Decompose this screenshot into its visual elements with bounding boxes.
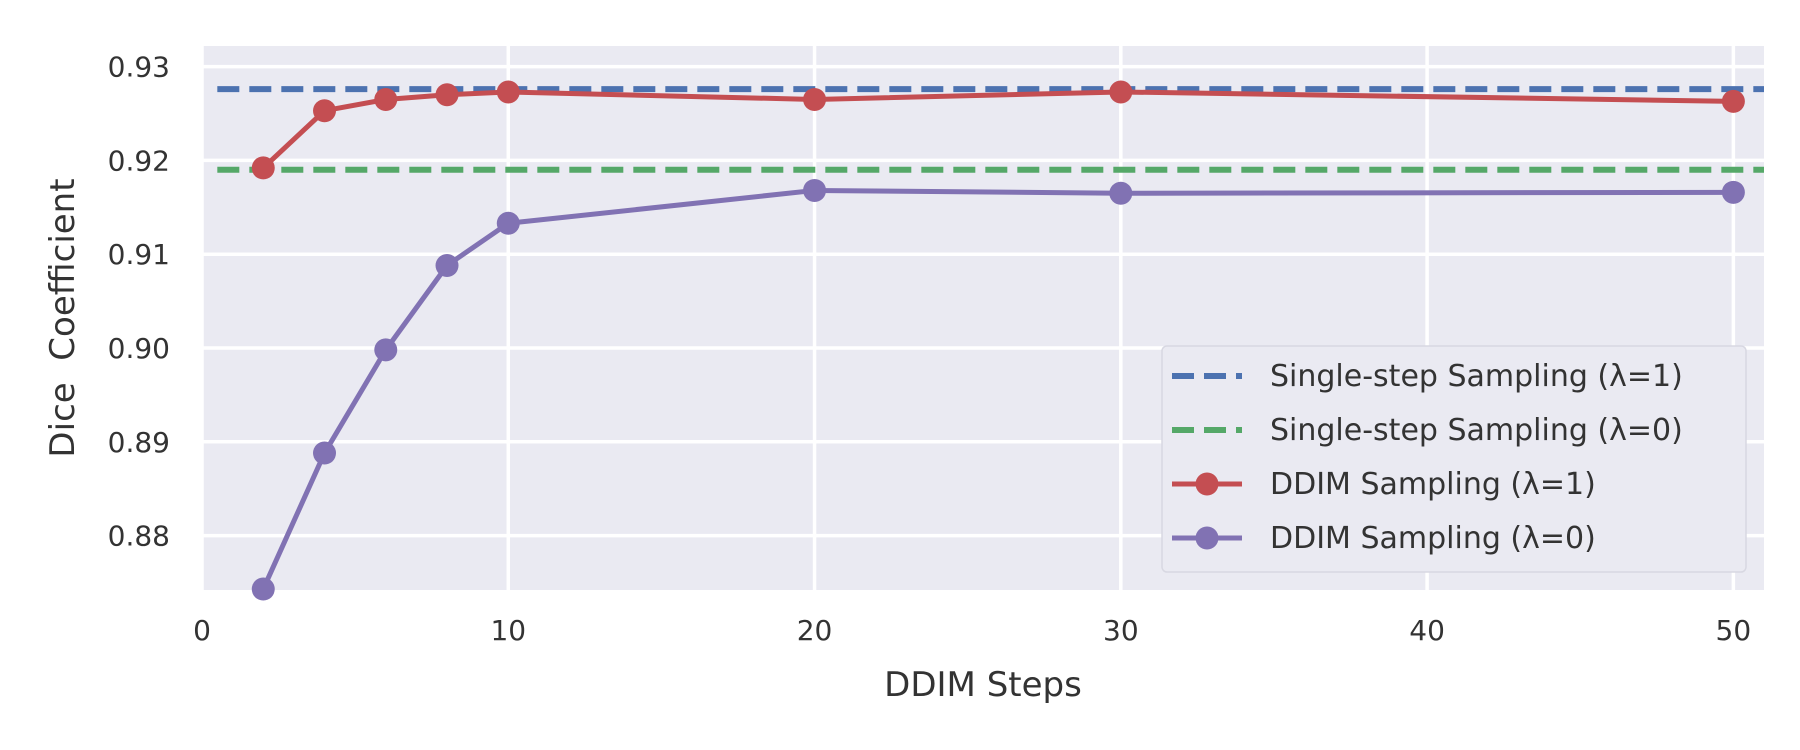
data-point-ddim-sampling-1 bbox=[496, 80, 520, 104]
x-tick-label: 20 bbox=[797, 614, 833, 647]
y-axis-label: Dice Coefficient bbox=[43, 178, 83, 457]
data-point-ddim-sampling-0 bbox=[251, 577, 275, 601]
legend-label: DDIM Sampling (λ=0) bbox=[1270, 521, 1596, 556]
legend-box bbox=[1161, 345, 1747, 573]
series-line-ddim-sampling-0 bbox=[260, 187, 1734, 591]
legend-marker bbox=[1195, 526, 1219, 550]
legend-entry-single-step-sampling-0: Single-step Sampling (λ=0) bbox=[1172, 413, 1683, 448]
y-tick-label: 0.90 bbox=[108, 332, 170, 365]
data-point-ddim-sampling-0 bbox=[374, 338, 398, 362]
series-layer bbox=[217, 80, 1764, 601]
data-point-ddim-sampling-1 bbox=[1109, 80, 1133, 104]
series-ddim-sampling-0 bbox=[251, 178, 1745, 601]
y-tick-labels: 0.88 0.89 0.90 0.91 0.92 0.93 bbox=[108, 51, 170, 553]
data-point-ddim-sampling-1 bbox=[1721, 89, 1745, 113]
data-point-ddim-sampling-1 bbox=[313, 99, 337, 123]
x-tick-labels: 0 10 20 30 40 50 bbox=[193, 614, 1751, 647]
legend-entry-ddim-sampling-0: DDIM Sampling (λ=0) bbox=[1172, 521, 1596, 556]
legend-entry-ddim-sampling-1: DDIM Sampling (λ=1) bbox=[1172, 467, 1596, 502]
x-tick-label: 0 bbox=[193, 614, 211, 647]
data-point-ddim-sampling-1 bbox=[251, 156, 275, 180]
data-point-ddim-sampling-0 bbox=[803, 178, 827, 202]
data-point-ddim-sampling-1 bbox=[803, 87, 827, 111]
data-point-ddim-sampling-1 bbox=[435, 83, 459, 107]
data-point-ddim-sampling-1 bbox=[374, 87, 398, 111]
data-point-ddim-sampling-0 bbox=[313, 441, 337, 465]
legend-entry-single-step-sampling-1: Single-step Sampling (λ=1) bbox=[1172, 359, 1683, 394]
legend-marker bbox=[1195, 472, 1219, 496]
y-tick-label: 0.89 bbox=[108, 426, 170, 459]
data-point-ddim-sampling-0 bbox=[496, 211, 520, 235]
y-tick-label: 0.88 bbox=[108, 520, 170, 553]
y-tick-label: 0.93 bbox=[108, 51, 170, 84]
legend-label: DDIM Sampling (λ=1) bbox=[1270, 467, 1596, 502]
y-tick-label: 0.91 bbox=[108, 238, 170, 271]
legend: Single-step Sampling (λ=1) Single-step Sa… bbox=[1161, 345, 1747, 573]
x-tick-label: 40 bbox=[1409, 614, 1445, 647]
x-tick-label: 30 bbox=[1103, 614, 1139, 647]
data-point-ddim-sampling-0 bbox=[1109, 181, 1133, 205]
legend-label: Single-step Sampling (λ=1) bbox=[1270, 359, 1683, 394]
x-tick-label: 50 bbox=[1716, 614, 1752, 647]
x-tick-label: 10 bbox=[490, 614, 526, 647]
legend-label: Single-step Sampling (λ=0) bbox=[1270, 413, 1683, 448]
data-point-ddim-sampling-0 bbox=[1721, 180, 1745, 204]
x-axis-label: DDIM Steps bbox=[884, 665, 1082, 705]
series-ddim-sampling-1 bbox=[251, 80, 1745, 180]
y-tick-label: 0.92 bbox=[108, 144, 170, 177]
data-point-ddim-sampling-0 bbox=[435, 253, 459, 277]
